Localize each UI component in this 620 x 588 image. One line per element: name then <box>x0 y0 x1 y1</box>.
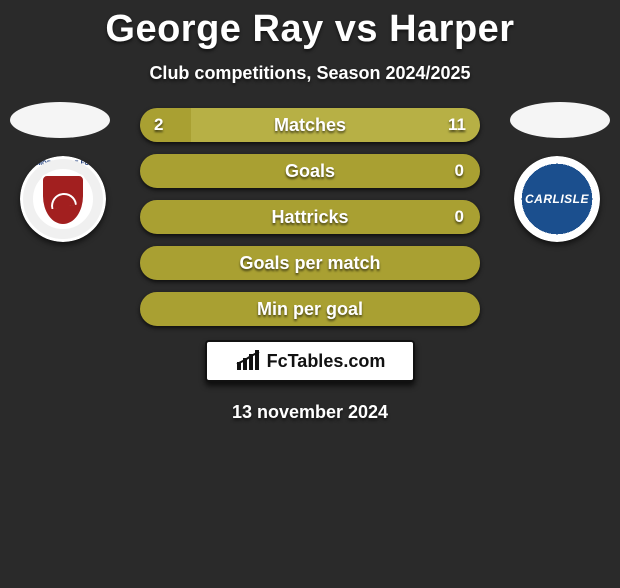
comparison-stage: MORECAMBE FC CARLISLE Matches211Goals0Ha… <box>0 108 620 326</box>
date-text: 13 november 2024 <box>0 402 620 423</box>
brand-chart-icon <box>235 350 261 372</box>
subtitle: Club competitions, Season 2024/2025 <box>0 63 620 84</box>
stat-value-right: 11 <box>434 108 480 142</box>
page-title: George Ray vs Harper <box>0 8 620 51</box>
stat-bar: Goals0 <box>140 154 480 188</box>
stat-value-right: 0 <box>441 202 478 232</box>
stat-bar: Min per goal <box>140 292 480 326</box>
stat-bar: Hattricks0 <box>140 200 480 234</box>
morecambe-crest: MORECAMBE FC <box>20 156 106 242</box>
stat-label: Goals <box>142 156 478 186</box>
stat-value-left: 2 <box>140 108 177 142</box>
stat-label: Min per goal <box>142 294 478 324</box>
stat-bars: Matches211Goals0Hattricks0Goals per matc… <box>140 108 480 326</box>
flag-left <box>10 102 110 138</box>
club-badge-right: CARLISLE <box>514 156 600 242</box>
stat-label: Goals per match <box>142 248 478 278</box>
carlisle-crest: CARLISLE <box>514 156 600 242</box>
stat-value-right: 0 <box>441 156 478 186</box>
stat-label: Hattricks <box>142 202 478 232</box>
brand-box: FcTables.com <box>205 340 415 382</box>
stat-bar: Goals per match <box>140 246 480 280</box>
stat-bar: Matches2 11 <box>140 108 480 142</box>
stat-label: Matches <box>140 108 480 142</box>
club-badge-left: MORECAMBE FC <box>20 156 106 242</box>
carlisle-crest-text: CARLISLE <box>514 192 600 206</box>
flag-right <box>510 102 610 138</box>
brand-text: FcTables.com <box>267 351 386 372</box>
